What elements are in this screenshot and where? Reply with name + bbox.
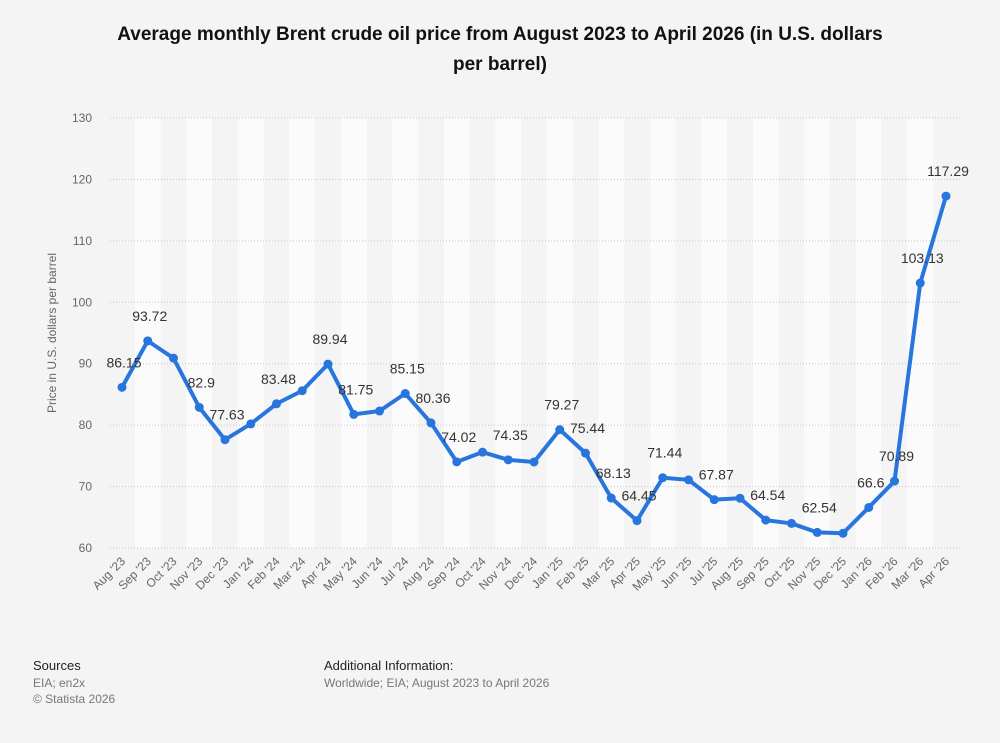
- y-tick-label: 110: [73, 234, 92, 248]
- point: [632, 516, 642, 526]
- point: [220, 435, 230, 445]
- column-band: [701, 118, 728, 548]
- column-band: [649, 118, 676, 548]
- data-label: 80.36: [415, 390, 450, 406]
- data-label: 103.13: [901, 250, 944, 266]
- point: [812, 527, 822, 537]
- info: Worldwide; EIA; August 2023 to April 202…: [324, 676, 550, 690]
- y-tick-label: 100: [72, 295, 92, 309]
- point: [400, 389, 410, 399]
- point: [169, 353, 178, 363]
- point: [864, 502, 874, 512]
- point: [194, 402, 204, 412]
- data-label: 75.44: [570, 420, 605, 436]
- data-label: 74.02: [441, 429, 476, 445]
- point: [426, 418, 436, 428]
- point: [606, 493, 616, 503]
- data-label: 67.87: [699, 467, 734, 483]
- column-band: [546, 118, 573, 548]
- point: [555, 425, 565, 435]
- y-tick-label: 90: [79, 357, 93, 371]
- data-label: 85.15: [390, 361, 425, 377]
- data-label: 79.27: [544, 397, 579, 413]
- point: [452, 457, 462, 467]
- data-label: 70.89: [879, 448, 914, 464]
- chart-title: per barrel): [453, 54, 547, 75]
- point: [478, 447, 487, 457]
- point: [761, 515, 771, 525]
- plot-area: [134, 118, 934, 548]
- data-label: 82.9: [188, 374, 215, 390]
- data-label: 64.54: [750, 487, 785, 503]
- point: [323, 359, 333, 369]
- copyright: © Statista 2026: [33, 692, 116, 706]
- sources-heading: Sources: [33, 658, 81, 673]
- data-label: 71.44: [647, 445, 682, 461]
- y-tick-label: 70: [79, 480, 93, 494]
- y-tick-label: 60: [79, 541, 93, 555]
- data-label: 62.54: [802, 499, 837, 515]
- data-label: 89.94: [312, 331, 347, 347]
- point: [349, 409, 359, 419]
- point: [117, 382, 127, 392]
- column-band: [855, 118, 882, 548]
- column-band: [237, 118, 264, 548]
- column-band: [186, 118, 213, 548]
- point: [375, 406, 384, 416]
- column-band: [134, 118, 161, 548]
- point: [529, 457, 539, 467]
- column-band: [495, 118, 522, 548]
- point: [246, 419, 256, 429]
- point: [581, 448, 590, 458]
- point: [787, 518, 796, 528]
- point: [838, 528, 848, 538]
- column-band: [804, 118, 831, 548]
- data-label: 68.13: [596, 465, 631, 481]
- column-band: [443, 118, 470, 548]
- column-band: [340, 118, 367, 548]
- data-label: 64.45: [621, 488, 656, 504]
- data-label: 81.75: [338, 381, 373, 397]
- point: [503, 455, 513, 465]
- data-label: 74.35: [493, 427, 528, 443]
- column-band: [289, 118, 316, 548]
- y-tick-label: 80: [79, 418, 93, 432]
- data-label: 117.29: [927, 163, 969, 179]
- data-label: 83.48: [261, 371, 296, 387]
- y-tick-label: 120: [72, 172, 92, 186]
- column-band: [752, 118, 779, 548]
- info-heading: Additional Information:: [324, 658, 453, 673]
- point: [272, 399, 281, 409]
- y-axis-label: Price in U.S. dollars per barrel: [45, 253, 59, 413]
- column-band: [598, 118, 625, 548]
- column-band: [907, 118, 934, 548]
- point: [658, 473, 668, 483]
- point: [297, 386, 307, 396]
- sources: EIA; en2x: [33, 676, 85, 690]
- data-label: 77.63: [209, 407, 244, 423]
- data-label: 93.72: [132, 308, 167, 324]
- point: [915, 278, 925, 288]
- point: [143, 336, 153, 346]
- column-band: [392, 118, 419, 548]
- chart-title: Average monthly Brent crude oil price fr…: [117, 24, 882, 45]
- point: [684, 475, 693, 485]
- point: [890, 476, 899, 486]
- point: [709, 495, 719, 505]
- data-label: 86.15: [106, 354, 141, 370]
- data-label: 66.6: [857, 474, 884, 490]
- point: [941, 191, 951, 201]
- y-tick-label: 130: [72, 111, 92, 125]
- point: [735, 493, 745, 503]
